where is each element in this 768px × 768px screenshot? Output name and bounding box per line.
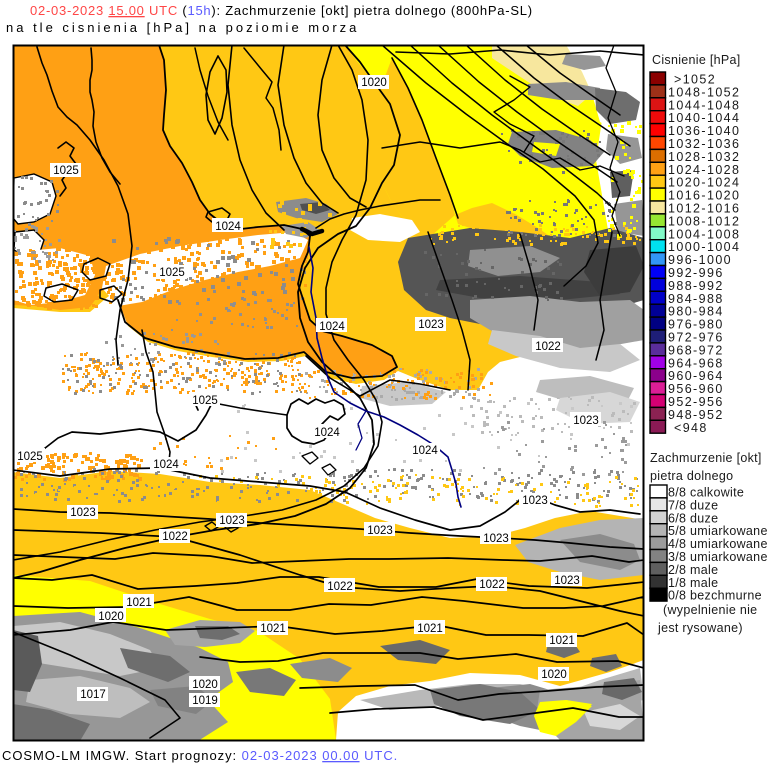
svg-text:1036-1040: 1036-1040: [668, 124, 740, 138]
svg-text:1017: 1017: [80, 689, 106, 701]
svg-text:1023: 1023: [219, 515, 245, 527]
svg-text:1020: 1020: [541, 669, 567, 681]
svg-text:1024: 1024: [412, 445, 438, 457]
svg-text:0/8 bezchmurne: 0/8 bezchmurne: [668, 589, 762, 603]
svg-text:976-980: 976-980: [668, 318, 724, 332]
svg-text:1025: 1025: [192, 395, 218, 407]
svg-text:1025: 1025: [159, 267, 185, 279]
svg-text:1023: 1023: [573, 415, 599, 427]
svg-text:1023: 1023: [367, 525, 393, 537]
svg-text:1023: 1023: [70, 507, 96, 519]
svg-text:960-964: 960-964: [668, 369, 724, 383]
svg-text:948-952: 948-952: [668, 408, 724, 422]
svg-text:1023: 1023: [522, 495, 548, 507]
svg-text:Zachmurzenie [okt]: Zachmurzenie [okt]: [650, 451, 762, 465]
svg-text:1023: 1023: [418, 319, 444, 331]
svg-text:984-988: 984-988: [668, 292, 724, 306]
svg-text:1024: 1024: [215, 221, 241, 233]
svg-text:1021: 1021: [549, 635, 575, 647]
svg-text:jest rysowane): jest rysowane): [657, 621, 743, 635]
svg-text:1044-1048: 1044-1048: [668, 98, 740, 112]
svg-text:1020-1024: 1020-1024: [668, 176, 740, 190]
svg-text:6/8 duze: 6/8 duze: [668, 511, 718, 525]
svg-text:1023: 1023: [554, 575, 580, 587]
svg-text:972-976: 972-976: [668, 331, 724, 345]
svg-text:7/8 duze: 7/8 duze: [668, 498, 718, 512]
svg-text:1040-1044: 1040-1044: [668, 111, 740, 125]
svg-text:1022: 1022: [327, 581, 353, 593]
svg-text:988-992: 988-992: [668, 279, 724, 293]
svg-text:1028-1032: 1028-1032: [668, 150, 740, 164]
svg-text:1008-1012: 1008-1012: [668, 214, 740, 228]
svg-text:(wypelnienie nie: (wypelnienie nie: [663, 603, 757, 617]
svg-text:1032-1036: 1032-1036: [668, 137, 740, 151]
svg-text:1012-1016: 1012-1016: [668, 202, 740, 216]
svg-text:2/8 male: 2/8 male: [668, 563, 718, 577]
svg-text:1000-1004: 1000-1004: [668, 240, 740, 254]
svg-text:>1052: >1052: [674, 73, 716, 87]
svg-text:1024: 1024: [319, 321, 345, 333]
svg-text:5/8 umiarkowane: 5/8 umiarkowane: [668, 524, 768, 538]
svg-text:1023: 1023: [483, 533, 509, 545]
svg-text:4/8 umiarkowane: 4/8 umiarkowane: [668, 537, 768, 551]
svg-text:1020: 1020: [361, 77, 387, 89]
svg-text:1022: 1022: [479, 579, 505, 591]
svg-text:1/8 male: 1/8 male: [668, 576, 718, 590]
svg-text:1022: 1022: [162, 531, 188, 543]
svg-text:1022: 1022: [535, 341, 561, 353]
svg-text:na tle cisnienia [hPa] na pozi: na tle cisnienia [hPa] na poziomie morza: [6, 20, 359, 35]
svg-text:3/8 umiarkowane: 3/8 umiarkowane: [668, 550, 768, 564]
svg-text:1021: 1021: [417, 623, 443, 635]
svg-text:1024: 1024: [153, 459, 179, 471]
svg-text:02-03-2023 15.00 UTC (15h): Za: 02-03-2023 15.00 UTC (15h): Zachmurzenie…: [30, 3, 533, 18]
svg-text:952-956: 952-956: [668, 395, 724, 409]
svg-text:1021: 1021: [126, 597, 152, 609]
svg-text:1025: 1025: [17, 451, 43, 463]
svg-text:Cisnienie [hPa]: Cisnienie [hPa]: [652, 53, 741, 67]
svg-text:1020: 1020: [192, 679, 218, 691]
svg-text:1019: 1019: [192, 695, 218, 707]
svg-text:1048-1052: 1048-1052: [668, 85, 740, 99]
svg-text:980-984: 980-984: [668, 305, 724, 319]
svg-text:1021: 1021: [260, 623, 286, 635]
svg-text:1024-1028: 1024-1028: [668, 163, 740, 177]
svg-text:1004-1008: 1004-1008: [668, 227, 740, 241]
svg-text:<948: <948: [674, 421, 708, 435]
svg-text:COSMO-LM IMGW. Start prognozy:: COSMO-LM IMGW. Start prognozy: 02-03-202…: [2, 748, 398, 763]
svg-text:pietra dolnego: pietra dolnego: [650, 469, 733, 483]
svg-text:8/8 calkowite: 8/8 calkowite: [668, 486, 744, 500]
svg-text:964-968: 964-968: [668, 356, 724, 370]
svg-text:1025: 1025: [53, 165, 79, 177]
svg-text:968-972: 968-972: [668, 343, 724, 357]
svg-text:992-996: 992-996: [668, 266, 724, 280]
svg-text:996-1000: 996-1000: [668, 253, 732, 267]
svg-text:956-960: 956-960: [668, 382, 724, 396]
svg-text:1020: 1020: [98, 611, 124, 623]
svg-text:1024: 1024: [314, 427, 340, 439]
svg-text:1016-1020: 1016-1020: [668, 189, 740, 203]
